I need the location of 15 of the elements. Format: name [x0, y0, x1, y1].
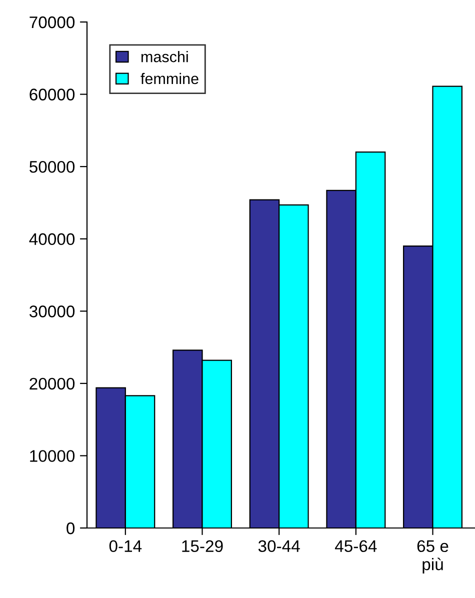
y-tick-label: 70000	[30, 16, 75, 28]
legend-label: maschi	[141, 51, 188, 62]
y-tick-label: 30000	[29, 306, 75, 318]
y-tick-label: 50000	[30, 160, 75, 173]
y-tick-label: 10000	[30, 450, 75, 462]
x-tick-label: 45-64	[334, 540, 377, 552]
x-tick-label: 15-29	[182, 540, 223, 552]
x-tick-label: 65 e più	[417, 540, 448, 574]
x-tick-label: 0-14	[109, 540, 142, 552]
y-tick-label: 40000	[29, 233, 75, 246]
y-tick-label: 0	[66, 522, 75, 534]
legend-label: femmine	[140, 72, 198, 84]
y-tick-label: 60000	[30, 88, 75, 100]
x-tick-label: 30-44	[258, 540, 300, 552]
y-tick-label: 20000	[30, 378, 75, 390]
